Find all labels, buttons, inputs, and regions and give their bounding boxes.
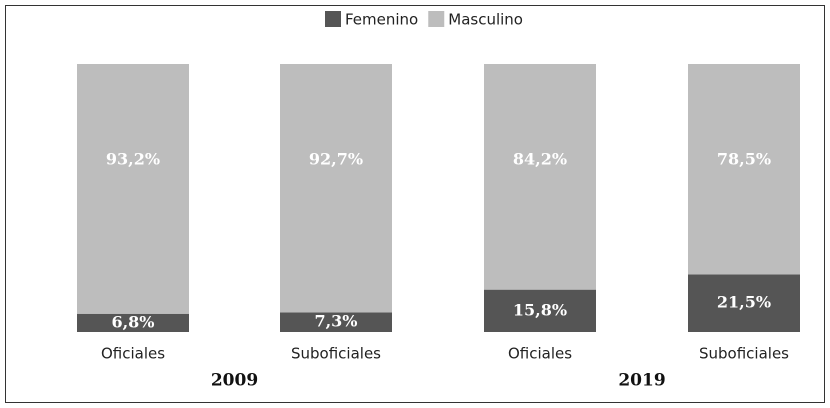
x-tick-label: Oficiales: [508, 345, 572, 363]
value-label: 93,2%: [106, 150, 160, 169]
group-label: 2019: [618, 371, 665, 391]
bar-segment: [484, 289, 596, 332]
bar-segment: [77, 313, 189, 332]
legend-swatch: [325, 11, 341, 27]
legend-label: Masculino: [448, 11, 523, 29]
value-label: 21,5%: [717, 293, 771, 312]
value-label: 7,3%: [314, 312, 357, 331]
x-tick-label: Oficiales: [101, 345, 165, 363]
x-tick-label: Suboficiales: [699, 345, 789, 363]
bar-segment: [77, 64, 189, 314]
frame: [5, 5, 825, 403]
legend-label: Femenino: [345, 11, 418, 29]
value-label: 78,5%: [717, 150, 771, 169]
bar-segment: [280, 64, 392, 313]
group-label: 2009: [211, 371, 258, 391]
bar-segment: [688, 274, 800, 332]
x-tick-label: Suboficiales: [291, 345, 381, 363]
value-label: 84,2%: [513, 150, 567, 169]
value-label: 92,7%: [309, 150, 363, 169]
value-label: 15,8%: [513, 300, 567, 319]
bar-segment: [484, 64, 596, 290]
bar-segment: [688, 64, 800, 275]
bar-segment: [280, 312, 392, 332]
legend-swatch: [428, 11, 445, 27]
value-label: 6,8%: [111, 312, 154, 331]
